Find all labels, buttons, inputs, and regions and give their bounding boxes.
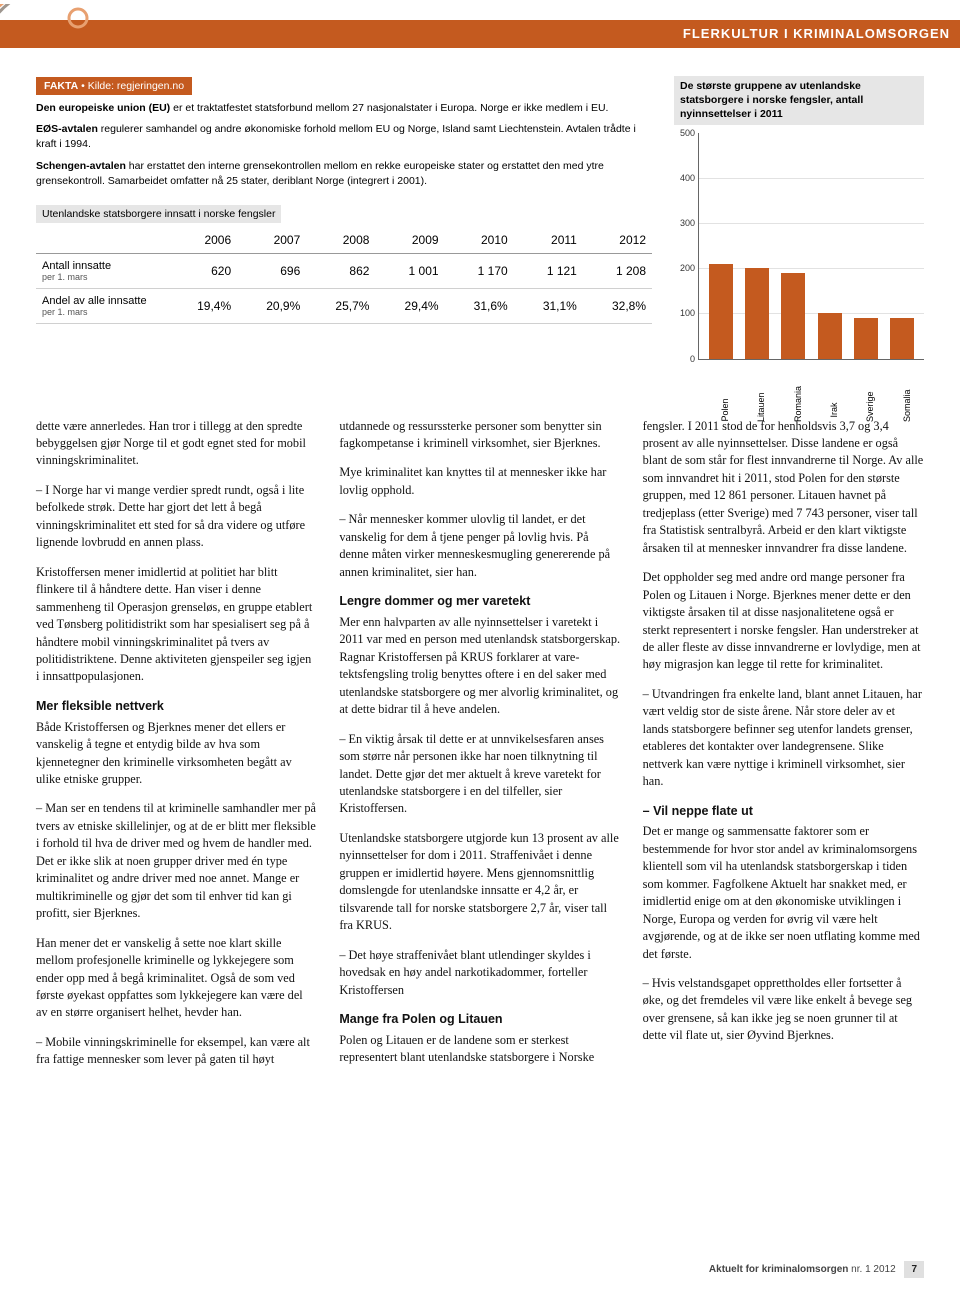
year-col: 2012 xyxy=(583,227,652,254)
para: – Man ser en tendens til at kriminelle s… xyxy=(36,800,317,922)
bar xyxy=(890,318,914,359)
subhead: – Vil neppe flate ut xyxy=(643,803,924,821)
para: Det oppholder seg med andre ord mange pe… xyxy=(643,569,924,674)
cell: 25,7% xyxy=(306,289,375,324)
bar xyxy=(781,273,805,359)
journal-name: Aktuelt for kriminalomsorgen xyxy=(709,1264,848,1275)
cell: 696 xyxy=(237,254,306,289)
bar-chart: De største gruppene av utenlandske stats… xyxy=(674,76,924,400)
fakta-p2-rest: regulerer samhandel og andre økonomiske … xyxy=(36,123,636,150)
para: – Det høye straffenivået blant utlending… xyxy=(339,947,620,999)
x-tick-label: Romania xyxy=(793,398,803,422)
fakta-source: Kilde: regjeringen.no xyxy=(88,80,184,92)
cell: 620 xyxy=(168,254,237,289)
cell: 20,9% xyxy=(237,289,306,324)
page-footer: Aktuelt for kriminalomsorgen nr. 1 2012 … xyxy=(709,1261,924,1278)
section-header: FLERKULTUR I KRIMINALOMSORGEN xyxy=(0,20,960,48)
bullet-icon: • xyxy=(81,80,85,92)
fakta-tag: FAKTA • Kilde: regjeringen.no xyxy=(36,77,192,95)
para: – Utvandringen fra enkelte land, blant a… xyxy=(643,686,924,791)
subhead: Mange fra Polen og Litauen xyxy=(339,1011,620,1029)
cell: 1 001 xyxy=(375,254,444,289)
cell: 32,8% xyxy=(583,289,652,324)
year-col: 2009 xyxy=(375,227,444,254)
table-title: Utenlandske statsborgere innsatt i norsk… xyxy=(36,205,281,223)
page-number: 7 xyxy=(904,1261,924,1278)
para: Kristoffersen mener imidlertid at politi… xyxy=(36,564,317,686)
subhead: Mer fleksible nettverk xyxy=(36,698,317,716)
row-sublabel: per 1. mars xyxy=(42,272,162,282)
fakta-p3-lead: Schengen-avtalen xyxy=(36,160,126,172)
para: Han mener det er vanskelig å sette noe k… xyxy=(36,935,317,1022)
y-tick-label: 300 xyxy=(675,218,695,228)
table-row: Antall innsatteper 1. mars 620 696 862 1… xyxy=(36,254,652,289)
cell: 31,1% xyxy=(514,289,583,324)
fakta-p1-rest: er et traktatfestet statsforbund mellom … xyxy=(170,102,608,114)
x-tick-label: Sverige xyxy=(865,398,875,422)
year-col: 2006 xyxy=(168,227,237,254)
fakta-body: Den europeiske union (EU) er et traktatf… xyxy=(36,101,652,189)
para: Mye kriminalitet kan knyttes til at menn… xyxy=(339,464,620,499)
bar xyxy=(745,268,769,358)
para: Mer enn halvparten av alle nyinnsettelse… xyxy=(339,614,620,719)
para: – En viktig årsak til dette er at unnvik… xyxy=(339,731,620,818)
cell: 1 121 xyxy=(514,254,583,289)
cell: 1 208 xyxy=(583,254,652,289)
header-ornament xyxy=(0,4,140,54)
row-label: Andel av alle innsatte xyxy=(42,295,162,307)
table-row: Andel av alle innsatteper 1. mars 19,4% … xyxy=(36,289,652,324)
section-header-text: FLERKULTUR I KRIMINALOMSORGEN xyxy=(683,26,950,41)
x-tick-label: Polen xyxy=(720,398,730,422)
stats-table: 2006 2007 2008 2009 2010 2011 2012 Antal… xyxy=(36,227,652,324)
fakta-p2-lead: EØS-avtalen xyxy=(36,123,98,135)
y-tick-label: 400 xyxy=(675,173,695,183)
para: – I Norge har vi mange verdier spredt ru… xyxy=(36,482,317,552)
cell: 1 170 xyxy=(445,254,514,289)
x-tick-label: Somalia xyxy=(902,398,912,422)
issue-number: nr. 1 2012 xyxy=(848,1264,895,1275)
cell: 31,6% xyxy=(445,289,514,324)
cell: 29,4% xyxy=(375,289,444,324)
fakta-p1-lead: Den europeiske union (EU) xyxy=(36,102,170,114)
cell: 19,4% xyxy=(168,289,237,324)
y-tick-label: 500 xyxy=(675,128,695,138)
fakta-label: FAKTA xyxy=(44,80,78,92)
y-tick-label: 0 xyxy=(675,354,695,364)
subhead: Lengre dommer og mer varetekt xyxy=(339,593,620,611)
year-col: 2007 xyxy=(237,227,306,254)
para: dette være annerledes. Han tror i tilleg… xyxy=(36,418,317,470)
year-col: 2011 xyxy=(514,227,583,254)
year-col: 2008 xyxy=(306,227,375,254)
row-sublabel: per 1. mars xyxy=(42,307,162,317)
chart-title: De største gruppene av utenlandske stats… xyxy=(674,76,924,125)
y-tick-label: 100 xyxy=(675,308,695,318)
bar xyxy=(709,264,733,359)
bar xyxy=(854,318,878,359)
article-body: dette være annerledes. Han tror i tilleg… xyxy=(36,418,924,1069)
bar xyxy=(818,313,842,358)
row-label: Antall innsatte xyxy=(42,260,162,272)
para: Det er mange og sammensatte faktorer som… xyxy=(643,823,924,963)
x-tick-label: Irak xyxy=(829,398,839,422)
para: Utenlandske statsborgere utgjorde kun 13… xyxy=(339,830,620,935)
cell: 862 xyxy=(306,254,375,289)
para: Både Kristoffersen og Bjerknes mener det… xyxy=(36,719,317,789)
y-tick-label: 200 xyxy=(675,263,695,273)
x-tick-label: Litauen xyxy=(756,398,766,422)
para: – Hvis velstandsgapet opprettholdes elle… xyxy=(643,975,924,1045)
para: – Når mennesker kommer ulovlig til lande… xyxy=(339,511,620,581)
year-col: 2010 xyxy=(445,227,514,254)
table-header-row: 2006 2007 2008 2009 2010 2011 2012 xyxy=(36,227,652,254)
